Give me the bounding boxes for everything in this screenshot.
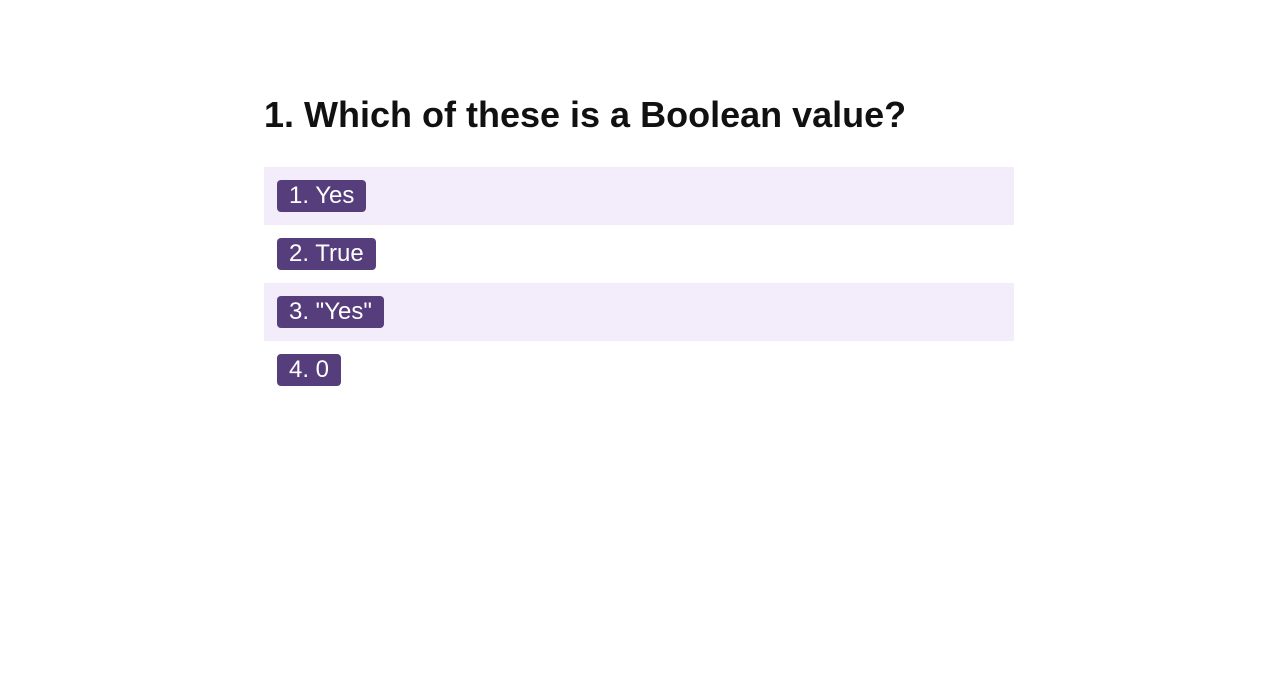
answer-label[interactable]: 1. Yes xyxy=(277,180,367,212)
answer-label[interactable]: 4. 0 xyxy=(277,354,342,386)
answer-label[interactable]: 2. True xyxy=(277,238,376,270)
answer-option-4[interactable]: 4. 0 xyxy=(264,341,1014,399)
answer-label[interactable]: 3. "Yes" xyxy=(277,296,384,328)
quiz-container: 1. Which of these is a Boolean value? 1.… xyxy=(264,92,1014,399)
answer-option-1[interactable]: 1. Yes xyxy=(264,167,1014,225)
question-title: 1. Which of these is a Boolean value? xyxy=(264,94,907,135)
answer-list: 1. Yes 2. True 3. "Yes" 4. 0 xyxy=(264,167,1014,399)
answer-option-3[interactable]: 3. "Yes" xyxy=(264,283,1014,341)
answer-option-2[interactable]: 2. True xyxy=(264,225,1014,283)
